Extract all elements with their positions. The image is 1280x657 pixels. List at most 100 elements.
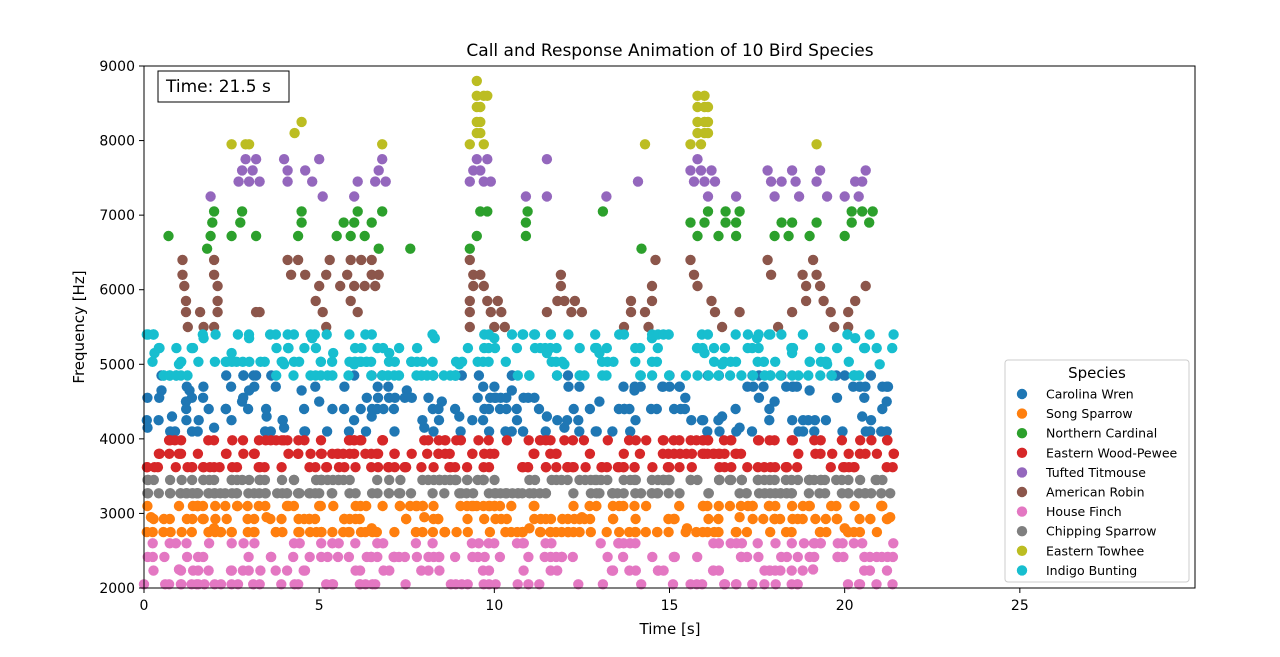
data-point [793,370,804,381]
data-point [372,474,383,486]
data-point [657,435,669,446]
data-point [881,426,892,437]
data-point [674,500,685,512]
legend-marker [1016,526,1028,537]
data-point [372,462,384,473]
data-point [221,370,232,381]
data-point [154,392,165,403]
data-point [462,513,473,525]
data-point [825,306,836,318]
data-point [511,403,522,415]
data-point [350,488,361,499]
data-point [427,329,438,340]
data-point [590,426,601,437]
data-point [584,403,596,415]
data-point [171,342,182,354]
data-point [192,448,204,459]
data-point [198,381,209,392]
data-point [377,435,389,446]
data-point [350,462,361,473]
data-point [478,280,489,292]
data-point [483,565,495,576]
data-point [591,500,602,512]
y-tick-label: 3000 [99,506,135,522]
data-point [753,342,764,354]
data-point [736,370,747,381]
data-point [647,462,658,473]
data-point [523,551,534,563]
data-point [764,403,775,415]
data-point [846,206,857,217]
data-point [248,526,259,538]
data-point [752,435,764,446]
data-point [786,526,797,538]
data-point [354,513,365,525]
data-point [858,342,870,354]
data-point [153,488,164,499]
data-point [177,269,188,280]
data-point [545,329,557,340]
data-point [540,488,552,499]
data-point [238,392,249,403]
data-point [427,488,438,499]
data-point [395,474,406,486]
data-point [529,474,541,486]
data-point [326,488,337,499]
data-point [232,500,243,512]
data-point [322,551,333,563]
data-point [668,551,679,563]
data-point [467,415,478,426]
data-point [860,448,871,459]
data-point [831,500,842,512]
time-box-frame [157,70,290,103]
data-point [181,381,192,392]
data-point [489,474,500,486]
legend-marker [1016,428,1028,439]
data-point [292,254,304,266]
data-point [667,579,679,590]
data-point [651,526,663,538]
data-point [359,230,370,242]
data-point [725,474,737,486]
data-point [208,206,220,217]
data-point [566,306,577,318]
data-point [316,526,327,538]
data-point [821,356,832,367]
data-point [831,513,842,525]
data-point [482,295,493,307]
data-point [776,176,787,187]
data-point [165,526,176,538]
data-point [310,488,321,499]
data-point [367,579,378,590]
data-point [307,176,318,187]
data-point [464,254,475,266]
data-point [811,176,822,187]
data-point [713,415,724,426]
data-point [651,403,662,415]
data-point [776,329,787,340]
data-point [540,462,552,473]
data-point [674,435,685,446]
data-point [450,474,461,486]
data-point [449,462,461,473]
data-point [276,513,287,525]
data-points [138,75,900,590]
legend-marker [1016,388,1028,400]
data-point [444,448,455,459]
data-point [483,403,495,415]
y-tick-label: 7000 [99,208,135,224]
data-point [248,370,259,381]
data-point [316,448,327,459]
data-point [552,565,563,576]
data-point [356,254,367,266]
data-point [221,513,232,525]
data-point [326,579,338,590]
data-point [574,426,585,437]
data-point [719,448,730,459]
data-point [283,448,294,459]
data-point [775,370,786,381]
data-point [344,448,355,459]
data-point [580,462,591,473]
data-point [394,500,405,512]
data-point [646,370,658,381]
